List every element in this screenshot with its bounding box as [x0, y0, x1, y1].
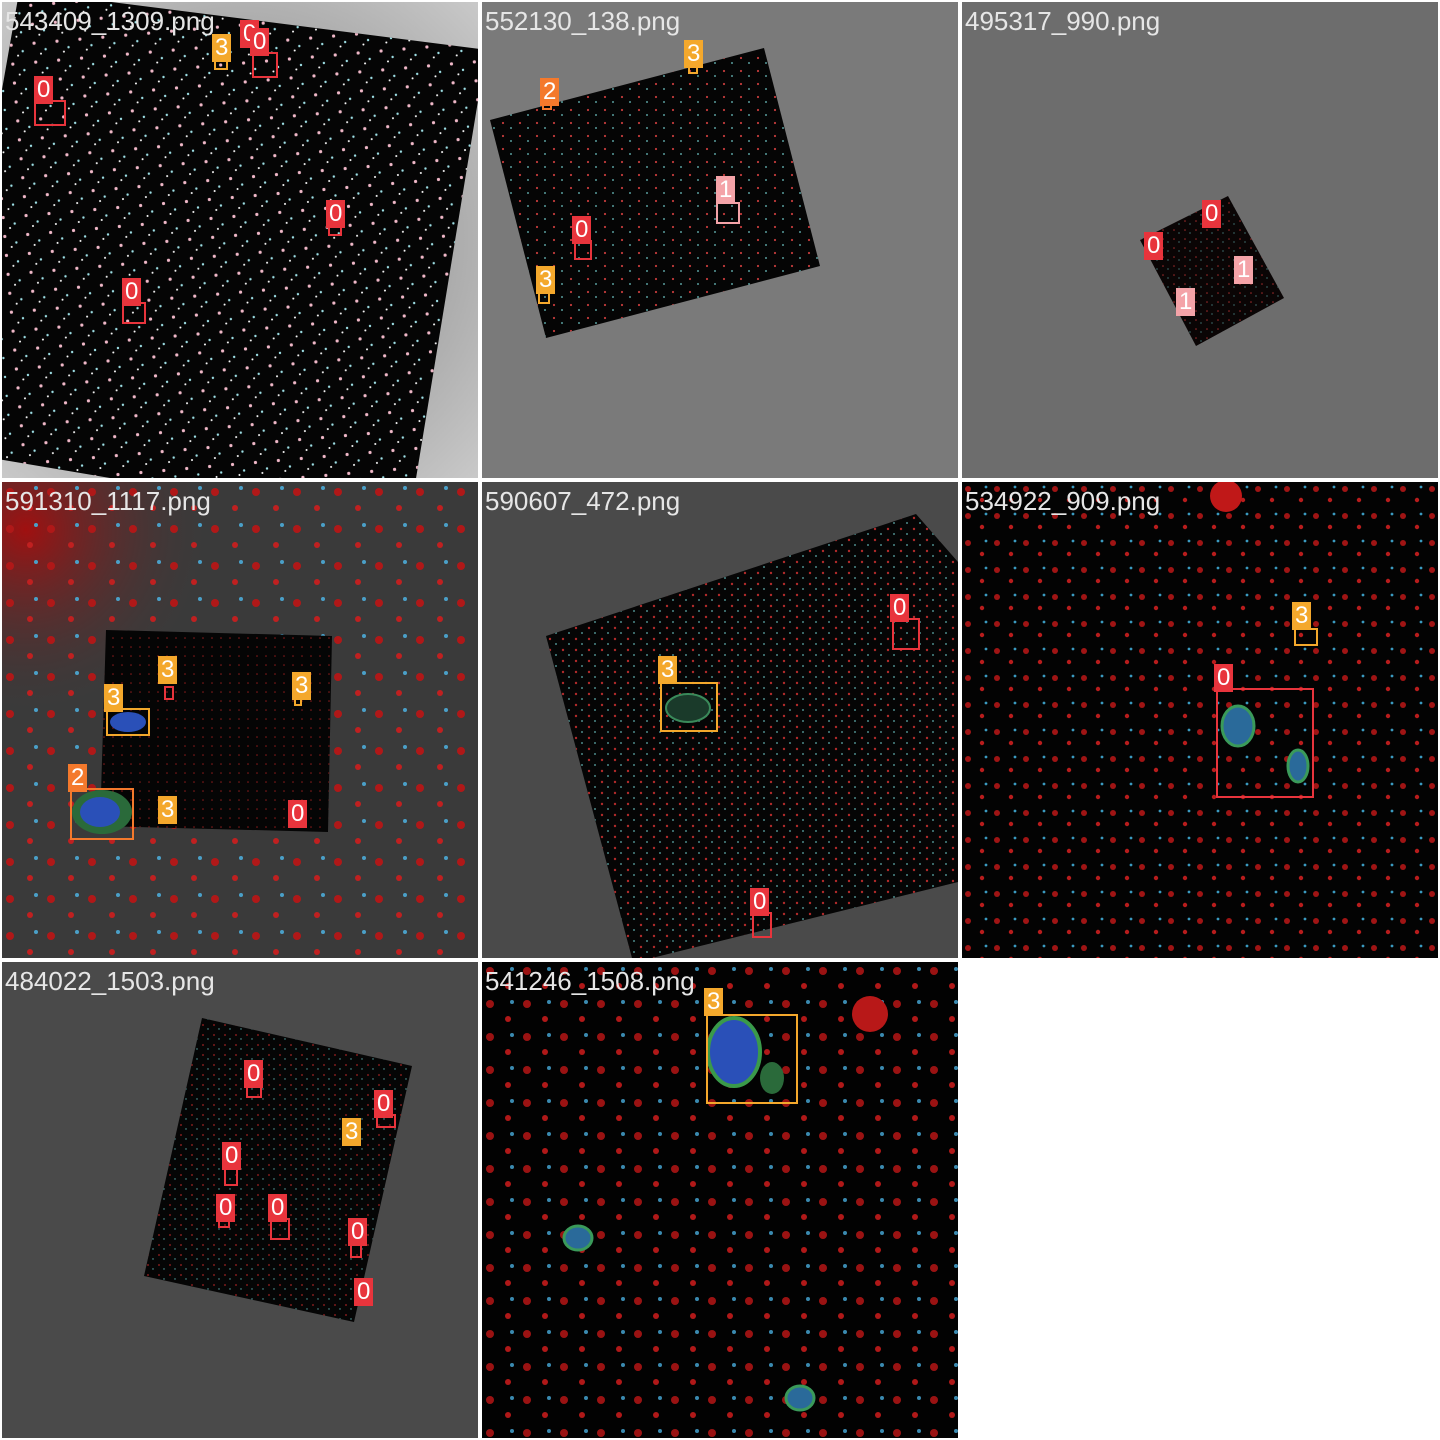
detection-label: 3 — [704, 988, 724, 1016]
detection-label: 3 — [212, 34, 232, 62]
detection-label: 0 — [244, 1060, 264, 1088]
detection-label: 0 — [326, 200, 346, 228]
tile-filename: 590607_472.png — [485, 486, 681, 516]
tile-filename: 552130_138.png — [485, 6, 681, 36]
detection-label: 0 — [222, 1142, 242, 1170]
tile-image: 534922_909.png 3 0 — [962, 482, 1438, 958]
detection-box — [106, 708, 150, 736]
sky-image — [482, 2, 958, 478]
detection-label: 0 — [250, 28, 270, 56]
tile-filename: 534922_909.png — [965, 486, 1161, 516]
detection-box — [164, 686, 174, 700]
detection-label: 0 — [354, 1278, 374, 1306]
detection-label: 3 — [536, 266, 556, 294]
tile-image: 552130_138.png 2 3 1 0 3 — [482, 2, 958, 478]
sky-image — [482, 962, 958, 1438]
sky-image — [962, 2, 1438, 478]
detection-label: 1 — [716, 176, 736, 204]
detection-label: 0 — [216, 1194, 236, 1222]
sky-image — [482, 482, 958, 958]
detection-label: 0 — [122, 278, 142, 306]
tile-image: 541246_1508.png 3 — [482, 962, 958, 1438]
tile-filename: 591310_1117.png — [5, 486, 211, 516]
sky-image — [962, 482, 1438, 958]
detection-label: 0 — [288, 800, 308, 828]
detection-label: 3 — [158, 796, 178, 824]
detection-box — [1294, 628, 1318, 646]
detection-label: 1 — [1234, 256, 1254, 284]
detection-label: 3 — [684, 40, 704, 68]
detection-label: 0 — [572, 216, 592, 244]
detection-label: 0 — [268, 1194, 288, 1222]
detection-label: 2 — [68, 764, 88, 792]
detection-label: 0 — [348, 1218, 368, 1246]
tile-filename: 543409_1309.png — [5, 6, 215, 36]
detection-label: 0 — [890, 594, 910, 622]
detection-label: 0 — [1144, 232, 1164, 260]
detection-label: 3 — [104, 684, 124, 712]
tile-image: 590607_472.png 0 3 0 — [482, 482, 958, 958]
detection-box — [1216, 688, 1314, 798]
tile-image: 591310_1117.png 3 3 3 2 3 0 — [2, 482, 478, 958]
detection-box — [716, 202, 740, 224]
detection-box — [892, 618, 920, 650]
detection-box — [660, 682, 718, 732]
tile-filename: 495317_990.png — [965, 6, 1161, 36]
detection-label: 3 — [1292, 602, 1312, 630]
tile-image: 495317_990.png 0 0 1 1 — [962, 2, 1438, 478]
detection-label: 0 — [1202, 200, 1222, 228]
detection-label: 2 — [540, 78, 560, 106]
tile-filename: 541246_1508.png — [485, 966, 695, 996]
detection-label: 3 — [292, 672, 312, 700]
detection-label: 1 — [1176, 288, 1196, 316]
sky-image — [2, 2, 478, 478]
detection-label: 0 — [750, 888, 770, 916]
detection-label: 0 — [1214, 664, 1234, 692]
sky-image — [2, 962, 478, 1438]
tile-filename: 484022_1503.png — [5, 966, 215, 996]
detection-label: 0 — [374, 1090, 394, 1118]
detection-box — [350, 1244, 362, 1258]
detection-box — [706, 1014, 798, 1104]
detection-label: 3 — [658, 656, 678, 684]
tile-image: 484022_1503.png 0 0 3 0 0 0 0 0 — [2, 962, 478, 1438]
detection-label: 3 — [158, 656, 178, 684]
detection-label: 3 — [342, 1118, 362, 1146]
detection-label: 0 — [34, 76, 54, 104]
detection-box — [70, 788, 134, 840]
sky-image — [2, 482, 478, 958]
tile-image: 543409_1309.png 0 3 0 0 0 0 — [2, 2, 478, 478]
